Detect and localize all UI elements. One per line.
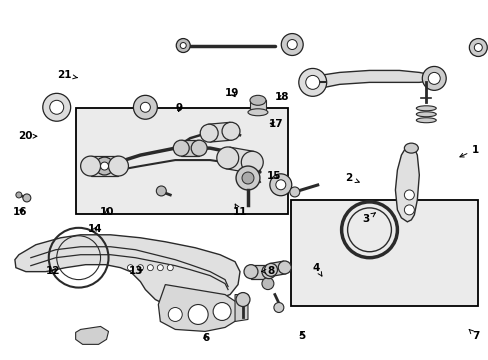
Circle shape xyxy=(275,180,285,190)
Ellipse shape xyxy=(222,122,240,140)
Text: 12: 12 xyxy=(46,266,61,276)
Text: 3: 3 xyxy=(362,213,374,224)
Circle shape xyxy=(176,39,190,53)
Circle shape xyxy=(16,192,22,198)
Circle shape xyxy=(305,75,319,89)
Ellipse shape xyxy=(404,143,417,153)
Text: 17: 17 xyxy=(268,120,283,129)
Text: 5: 5 xyxy=(298,331,305,341)
Circle shape xyxy=(273,302,283,312)
Circle shape xyxy=(101,162,108,170)
Circle shape xyxy=(289,187,299,197)
Circle shape xyxy=(140,102,150,112)
Ellipse shape xyxy=(241,151,263,173)
Text: 11: 11 xyxy=(232,204,246,217)
Polygon shape xyxy=(15,235,240,306)
Ellipse shape xyxy=(81,156,101,176)
Text: 10: 10 xyxy=(100,207,114,217)
Ellipse shape xyxy=(173,140,189,156)
Polygon shape xyxy=(235,294,247,321)
Polygon shape xyxy=(158,285,240,332)
Polygon shape xyxy=(90,156,118,176)
Circle shape xyxy=(133,95,157,119)
Ellipse shape xyxy=(415,106,435,111)
Ellipse shape xyxy=(262,265,275,279)
Polygon shape xyxy=(225,147,254,173)
Circle shape xyxy=(298,68,326,96)
Circle shape xyxy=(269,174,291,196)
Circle shape xyxy=(23,194,31,202)
Circle shape xyxy=(127,265,133,271)
Text: 1: 1 xyxy=(459,144,479,157)
Ellipse shape xyxy=(247,109,267,116)
Text: 13: 13 xyxy=(129,266,143,276)
Circle shape xyxy=(404,205,413,215)
Circle shape xyxy=(213,302,230,320)
Bar xyxy=(249,100,265,112)
Polygon shape xyxy=(395,145,419,222)
Polygon shape xyxy=(208,122,231,142)
Polygon shape xyxy=(250,265,268,279)
Circle shape xyxy=(167,265,173,271)
Ellipse shape xyxy=(216,147,238,169)
Text: 14: 14 xyxy=(87,225,102,234)
Ellipse shape xyxy=(264,264,277,276)
Circle shape xyxy=(180,42,186,49)
Circle shape xyxy=(50,100,63,114)
Text: 8: 8 xyxy=(261,266,274,276)
Text: 21: 21 xyxy=(57,70,77,80)
Bar xyxy=(76,108,288,214)
Ellipse shape xyxy=(244,265,258,279)
Text: 15: 15 xyxy=(266,171,281,181)
Circle shape xyxy=(95,157,113,175)
Text: 9: 9 xyxy=(175,103,182,113)
Circle shape xyxy=(236,293,249,306)
Text: 7: 7 xyxy=(468,329,479,341)
Bar xyxy=(290,200,477,306)
Circle shape xyxy=(468,39,486,57)
Polygon shape xyxy=(269,261,285,276)
Ellipse shape xyxy=(278,261,291,274)
Circle shape xyxy=(242,172,253,184)
Ellipse shape xyxy=(108,156,128,176)
Circle shape xyxy=(422,67,446,90)
Circle shape xyxy=(157,265,163,271)
Text: 19: 19 xyxy=(224,88,239,98)
Ellipse shape xyxy=(415,118,435,123)
Circle shape xyxy=(236,166,260,190)
Circle shape xyxy=(147,265,153,271)
Polygon shape xyxy=(76,327,108,345)
Circle shape xyxy=(137,265,143,271)
Ellipse shape xyxy=(415,112,435,117)
Circle shape xyxy=(473,44,481,51)
Ellipse shape xyxy=(249,95,265,105)
Text: 16: 16 xyxy=(13,207,28,217)
Text: 20: 20 xyxy=(18,131,37,141)
Circle shape xyxy=(262,278,273,289)
Circle shape xyxy=(188,305,208,324)
Ellipse shape xyxy=(191,140,207,156)
Circle shape xyxy=(168,307,182,321)
Text: 6: 6 xyxy=(202,333,209,343)
Text: 2: 2 xyxy=(345,173,359,183)
Circle shape xyxy=(281,33,303,55)
Circle shape xyxy=(286,40,297,50)
Polygon shape xyxy=(319,71,433,88)
Text: 18: 18 xyxy=(275,92,289,102)
Circle shape xyxy=(427,72,439,84)
Polygon shape xyxy=(181,140,199,156)
Circle shape xyxy=(404,190,413,200)
Ellipse shape xyxy=(200,124,218,142)
Text: 4: 4 xyxy=(312,263,321,276)
Circle shape xyxy=(42,93,71,121)
Circle shape xyxy=(156,186,166,196)
